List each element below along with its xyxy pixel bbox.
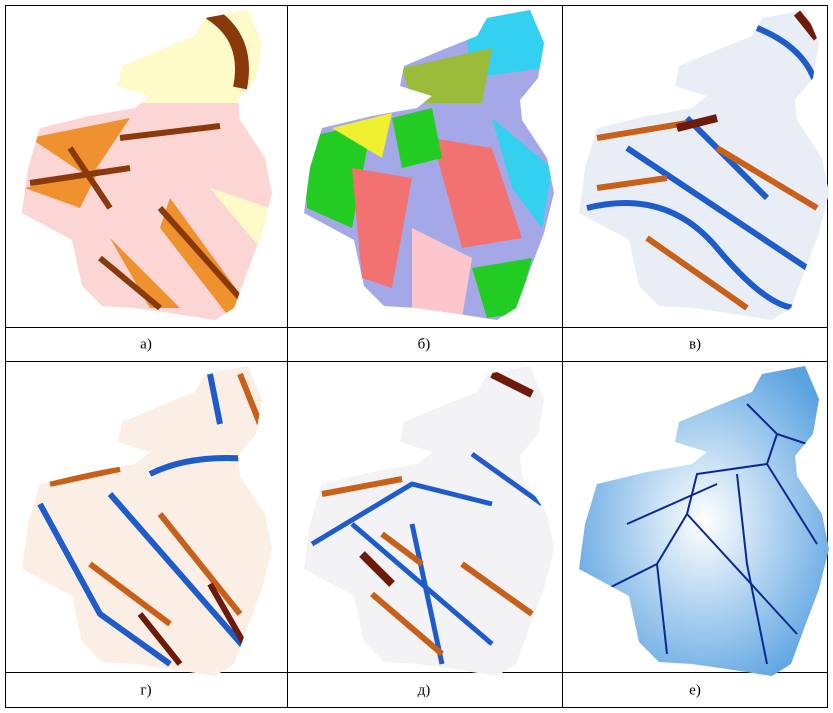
map-f	[579, 366, 829, 676]
caption: г)	[140, 682, 151, 698]
caption: е)	[689, 682, 701, 698]
map-b	[302, 8, 554, 320]
caption: а)	[140, 336, 152, 352]
caption: д)	[418, 682, 431, 698]
caption: б)	[418, 336, 431, 352]
map-a	[22, 8, 272, 320]
map-d	[22, 366, 272, 676]
figure: а) б) в) г) д) е)	[0, 0, 833, 713]
map-c	[579, 10, 829, 320]
map-e	[304, 366, 554, 676]
caption: в)	[689, 336, 701, 352]
